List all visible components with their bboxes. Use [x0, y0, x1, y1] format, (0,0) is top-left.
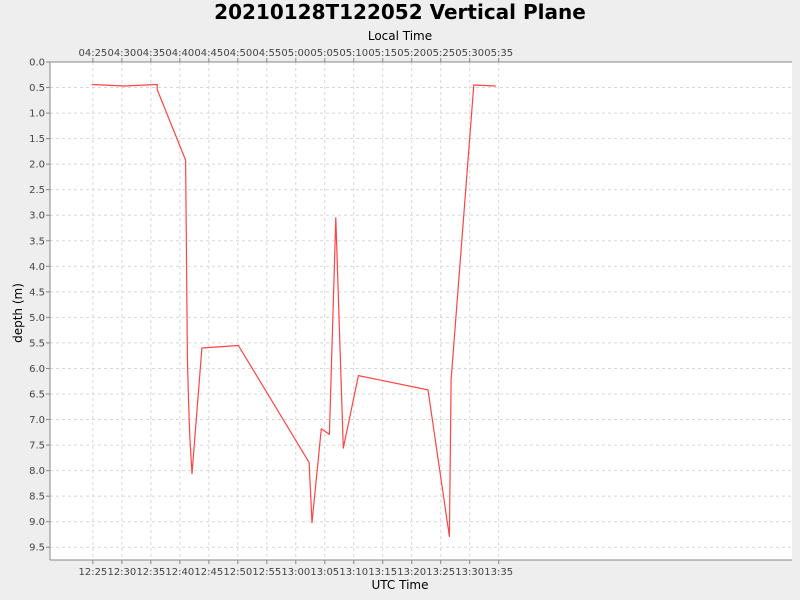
y-tick-label: 9.0 — [29, 517, 45, 528]
local-tick-label: 05:10 — [339, 48, 368, 59]
y-tick-label: 0.5 — [29, 83, 45, 94]
utc-tick-label: 13:10 — [339, 567, 368, 578]
local-tick-label: 04:35 — [136, 48, 165, 59]
grid-lines — [50, 61, 792, 560]
y-tick-label: 7.5 — [29, 441, 45, 452]
local-tick-label: 04:30 — [107, 48, 136, 59]
series-group — [91, 83, 496, 538]
local-tick-label: 04:50 — [223, 48, 252, 59]
local-tick-label: 04:45 — [194, 48, 223, 59]
utc-tick-label: 12:40 — [165, 567, 194, 578]
axes-group: 0.0 0.5 1.0 1.5 2.0 2.5 3.0 3.5 4.0 4.5 5.0 5.5 6.0 6… — [29, 48, 792, 578]
y-tick-label: 4.0 — [29, 262, 45, 273]
utc-tick-label: 12:30 — [107, 567, 136, 578]
local-tick-label: 05:05 — [310, 48, 339, 59]
utc-tick-label: 13:00 — [281, 567, 310, 578]
y-tick-label: 2.5 — [29, 185, 45, 196]
local-tick-label: 05:25 — [426, 48, 455, 59]
y-tick-label: 5.5 — [29, 338, 45, 349]
local-time-axis-label: Local Time — [367, 29, 433, 43]
y-tick-label: 7.0 — [29, 415, 45, 426]
utc-tick-label: 12:35 — [136, 567, 165, 578]
local-tick-label: 04:25 — [78, 48, 107, 59]
y-tick-label: 0.0 — [29, 58, 45, 69]
utc-tick-label: 13:30 — [455, 567, 484, 578]
plot-area — [50, 62, 792, 560]
utc-tick-label: 13:20 — [397, 567, 426, 578]
utc-tick-label: 12:55 — [252, 567, 281, 578]
y-tick-label: 1.0 — [29, 109, 45, 120]
local-tick-label: 04:40 — [165, 48, 194, 59]
utc-tick-label: 13:35 — [484, 567, 513, 578]
utc-tick-label: 13:05 — [310, 567, 339, 578]
y-tick-label: 8.0 — [29, 466, 45, 477]
depth-series-line — [91, 83, 496, 538]
utc-tick-label: 13:25 — [426, 567, 455, 578]
utc-tick-label: 12:45 — [194, 567, 223, 578]
local-tick-label: 05:35 — [484, 48, 513, 59]
utc-tick-label: 12:50 — [223, 567, 252, 578]
y-tick-label: 3.5 — [29, 236, 45, 247]
y-tick-label: 2.0 — [29, 160, 45, 171]
local-tick-label: 05:00 — [281, 48, 310, 59]
y-tick-label: 3.0 — [29, 211, 45, 222]
y-tick-label: 5.0 — [29, 313, 45, 324]
y-tick-label: 1.5 — [29, 134, 45, 145]
local-tick-label: 05:20 — [397, 48, 426, 59]
utc-time-axis-label: UTC Time — [371, 578, 429, 592]
y-tick-label: 6.0 — [29, 364, 45, 375]
utc-tick-label: 12:25 — [78, 567, 107, 578]
utc-tick-label: 13:15 — [368, 567, 397, 578]
local-tick-label: 04:55 — [252, 48, 281, 59]
y-tick-label: 9.5 — [29, 543, 45, 554]
y-tick-label: 8.5 — [29, 492, 45, 503]
chart-title: 20210128T122052 Vertical Plane — [214, 0, 586, 24]
local-tick-label: 05:30 — [455, 48, 484, 59]
y-tick-label: 6.5 — [29, 390, 45, 401]
local-tick-label: 05:15 — [368, 48, 397, 59]
y-tick-label: 4.5 — [29, 287, 45, 298]
